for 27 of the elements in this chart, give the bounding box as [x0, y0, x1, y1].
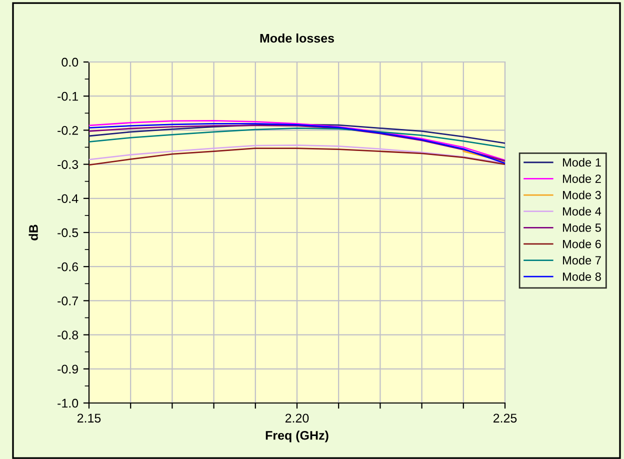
y-tick-label: -0.3 [58, 160, 78, 169]
legend-label: Mode 1 [563, 158, 601, 167]
x-tick-label: 2.15 [77, 414, 101, 423]
legend-label: Mode 5 [563, 223, 601, 232]
legend-label: Mode 3 [563, 190, 601, 200]
x-tick-label: 2.20 [285, 414, 309, 423]
legend-label: Mode 8 [563, 272, 601, 281]
y-tick-label: -0.8 [58, 330, 78, 340]
y-tick-label: -0.7 [58, 296, 78, 306]
legend-label: Mode 7 [563, 256, 601, 265]
x-axis-title: Freq (GHz) [266, 430, 328, 442]
y-tick-label: -0.6 [58, 262, 78, 272]
y-tick-label: -0.5 [58, 228, 78, 238]
y-tick-label: -0.4 [58, 194, 78, 204]
chart-title: Mode losses [260, 33, 334, 43]
line-series [89, 148, 505, 166]
y-axis-title: dB [28, 224, 38, 240]
legend-label: Mode 2 [563, 174, 601, 183]
y-tick-label: -0.2 [58, 126, 78, 135]
y-tick-label: -0.1 [58, 92, 78, 101]
y-tick-label: 0.0 [62, 58, 78, 67]
y-tick-label: -1.0 [58, 398, 78, 408]
line-series [89, 127, 505, 148]
legend-label: Mode 6 [563, 240, 601, 248]
legend-label: Mode 4 [563, 206, 602, 216]
y-tick-label: -0.9 [58, 364, 78, 374]
x-tick-label: 2.25 [493, 414, 517, 423]
